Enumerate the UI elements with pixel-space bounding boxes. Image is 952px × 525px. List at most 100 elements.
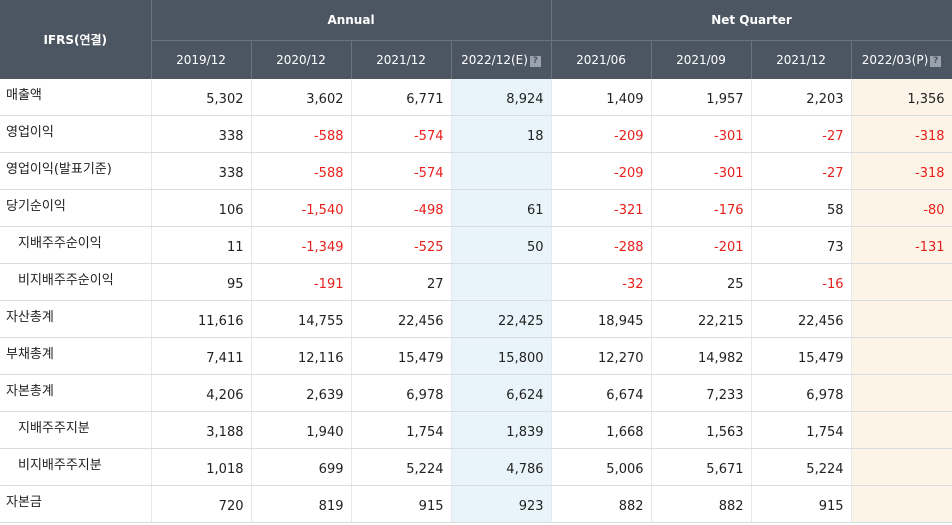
table-row: 매출액 5,302 3,602 6,771 8,924 1,409 1,957 2,203 1,…	[0, 79, 952, 116]
table-cell	[851, 374, 952, 412]
table-cell: -574	[351, 115, 452, 153]
table-cell: 50	[451, 226, 552, 264]
table-cell: -574	[351, 152, 452, 190]
table-cell: -209	[551, 115, 652, 153]
row-label: 매출액	[0, 79, 152, 116]
table-cell: -16	[751, 263, 852, 301]
table-cell: 15,479	[351, 337, 452, 375]
table-cell: -525	[351, 226, 452, 264]
table-cell: 1,940	[251, 411, 352, 449]
table-cell	[851, 485, 952, 523]
table-cell: 15,800	[451, 337, 552, 375]
table-cell: 18,945	[551, 300, 652, 338]
table-row: 지배주주순이익 11 -1,349 -525 50 -288 -201 73 -131	[0, 226, 952, 264]
quarter-group-header: Net Quarter	[551, 0, 952, 41]
table-cell: -301	[651, 115, 752, 153]
period-label: 2021/12	[376, 53, 426, 67]
table-row: 자본금 720 819 915 923 882 882 915	[0, 485, 952, 523]
row-label: 당기순이익	[0, 189, 152, 227]
table-row: 지배주주지분 3,188 1,940 1,754 1,839 1,668 1,563 1,75…	[0, 411, 952, 449]
table-cell: 2,203	[751, 79, 852, 116]
table-cell: 882	[551, 485, 652, 523]
table-cell: 22,456	[751, 300, 852, 338]
table-cell: 3,188	[151, 411, 252, 449]
table-row: 비지배주주지분 1,018 699 5,224 4,786 5,006 5,671 5,224	[0, 448, 952, 486]
period-label: 2022/03(P)	[861, 53, 929, 67]
table-cell: 25	[651, 263, 752, 301]
table-cell: 6,674	[551, 374, 652, 412]
table-body: 매출액 5,302 3,602 6,771 8,924 1,409 1,957 2,203 1,…	[0, 79, 952, 523]
period-label: 2020/12	[276, 53, 326, 67]
row-label: 영업이익	[0, 115, 152, 153]
table-cell: 5,224	[351, 448, 452, 486]
table-cell: 22,215	[651, 300, 752, 338]
table-cell: -80	[851, 189, 952, 227]
table-cell: 2,639	[251, 374, 352, 412]
table-cell: 11	[151, 226, 252, 264]
table-cell: -498	[351, 189, 452, 227]
period-label: 2021/12	[776, 53, 826, 67]
table-cell	[851, 411, 952, 449]
table-cell: 338	[151, 115, 252, 153]
table-cell: 1,839	[451, 411, 552, 449]
table-row: 비지배주주순이익 95 -191 27 -32 25 -16	[0, 263, 952, 301]
table-cell: 4,206	[151, 374, 252, 412]
table-row: 당기순이익 106 -1,540 -498 61 -321 -176 58 -80	[0, 189, 952, 227]
period-header-6: 2021/12	[751, 40, 852, 79]
table-cell: 699	[251, 448, 352, 486]
table-cell: 61	[451, 189, 552, 227]
table-cell: 1,957	[651, 79, 752, 116]
table-cell: 6,978	[351, 374, 452, 412]
table-cell: -321	[551, 189, 652, 227]
table-cell: 12,270	[551, 337, 652, 375]
help-icon[interactable]: ?	[930, 56, 942, 67]
table-cell: -32	[551, 263, 652, 301]
table-cell	[451, 263, 552, 301]
table-cell: 95	[151, 263, 252, 301]
period-label: 2019/12	[176, 53, 226, 67]
table-cell: 4,786	[451, 448, 552, 486]
table-row: 자산총계 11,616 14,755 22,456 22,425 18,945 22,215…	[0, 300, 952, 338]
table-cell: 11,616	[151, 300, 252, 338]
table-cell: 1,668	[551, 411, 652, 449]
table-cell: -301	[651, 152, 752, 190]
table-cell: 1,563	[651, 411, 752, 449]
row-label: 영업이익(발표기준)	[0, 152, 152, 190]
table-row: 자본총계 4,206 2,639 6,978 6,624 6,674 7,233 6,978	[0, 374, 952, 412]
table-cell: -209	[551, 152, 652, 190]
row-label: 부채총계	[0, 337, 152, 375]
table-cell: 73	[751, 226, 852, 264]
row-label: 비지배주주지분	[0, 448, 152, 486]
help-icon[interactable]: ?	[529, 56, 541, 67]
table-cell: 22,425	[451, 300, 552, 338]
period-header-7: 2022/03(P)?	[851, 40, 952, 79]
table-cell: 6,771	[351, 79, 452, 116]
table-cell: 58	[751, 189, 852, 227]
period-header-0: 2019/12	[151, 40, 252, 79]
row-label: 지배주주지분	[0, 411, 152, 449]
table-cell: 7,233	[651, 374, 752, 412]
table-cell: -27	[751, 152, 852, 190]
table-cell	[851, 337, 952, 375]
table-cell: 6,978	[751, 374, 852, 412]
table-cell: -318	[851, 115, 952, 153]
table-cell: 1,018	[151, 448, 252, 486]
table-cell: 338	[151, 152, 252, 190]
table-cell: 882	[651, 485, 752, 523]
period-header-3: 2022/12(E)?	[451, 40, 552, 79]
row-label: 자본총계	[0, 374, 152, 412]
table-cell: 720	[151, 485, 252, 523]
table-cell: 923	[451, 485, 552, 523]
table-cell: 6,624	[451, 374, 552, 412]
table-cell: -588	[251, 152, 352, 190]
table-cell: 5,671	[651, 448, 752, 486]
table-cell: -288	[551, 226, 652, 264]
row-label: 자본금	[0, 485, 152, 523]
annual-group-header: Annual	[151, 0, 552, 41]
table-cell: 1,754	[351, 411, 452, 449]
table-row: 부채총계 7,411 12,116 15,479 15,800 12,270 14,982 1…	[0, 337, 952, 375]
header-group-row: IFRS(연결) Annual Net Quarter	[0, 0, 952, 79]
period-label: 2021/09	[676, 53, 726, 67]
period-header-row: 2019/12 2020/12 2021/12 2022/12(E)? 2021/06 2…	[0, 40, 952, 79]
